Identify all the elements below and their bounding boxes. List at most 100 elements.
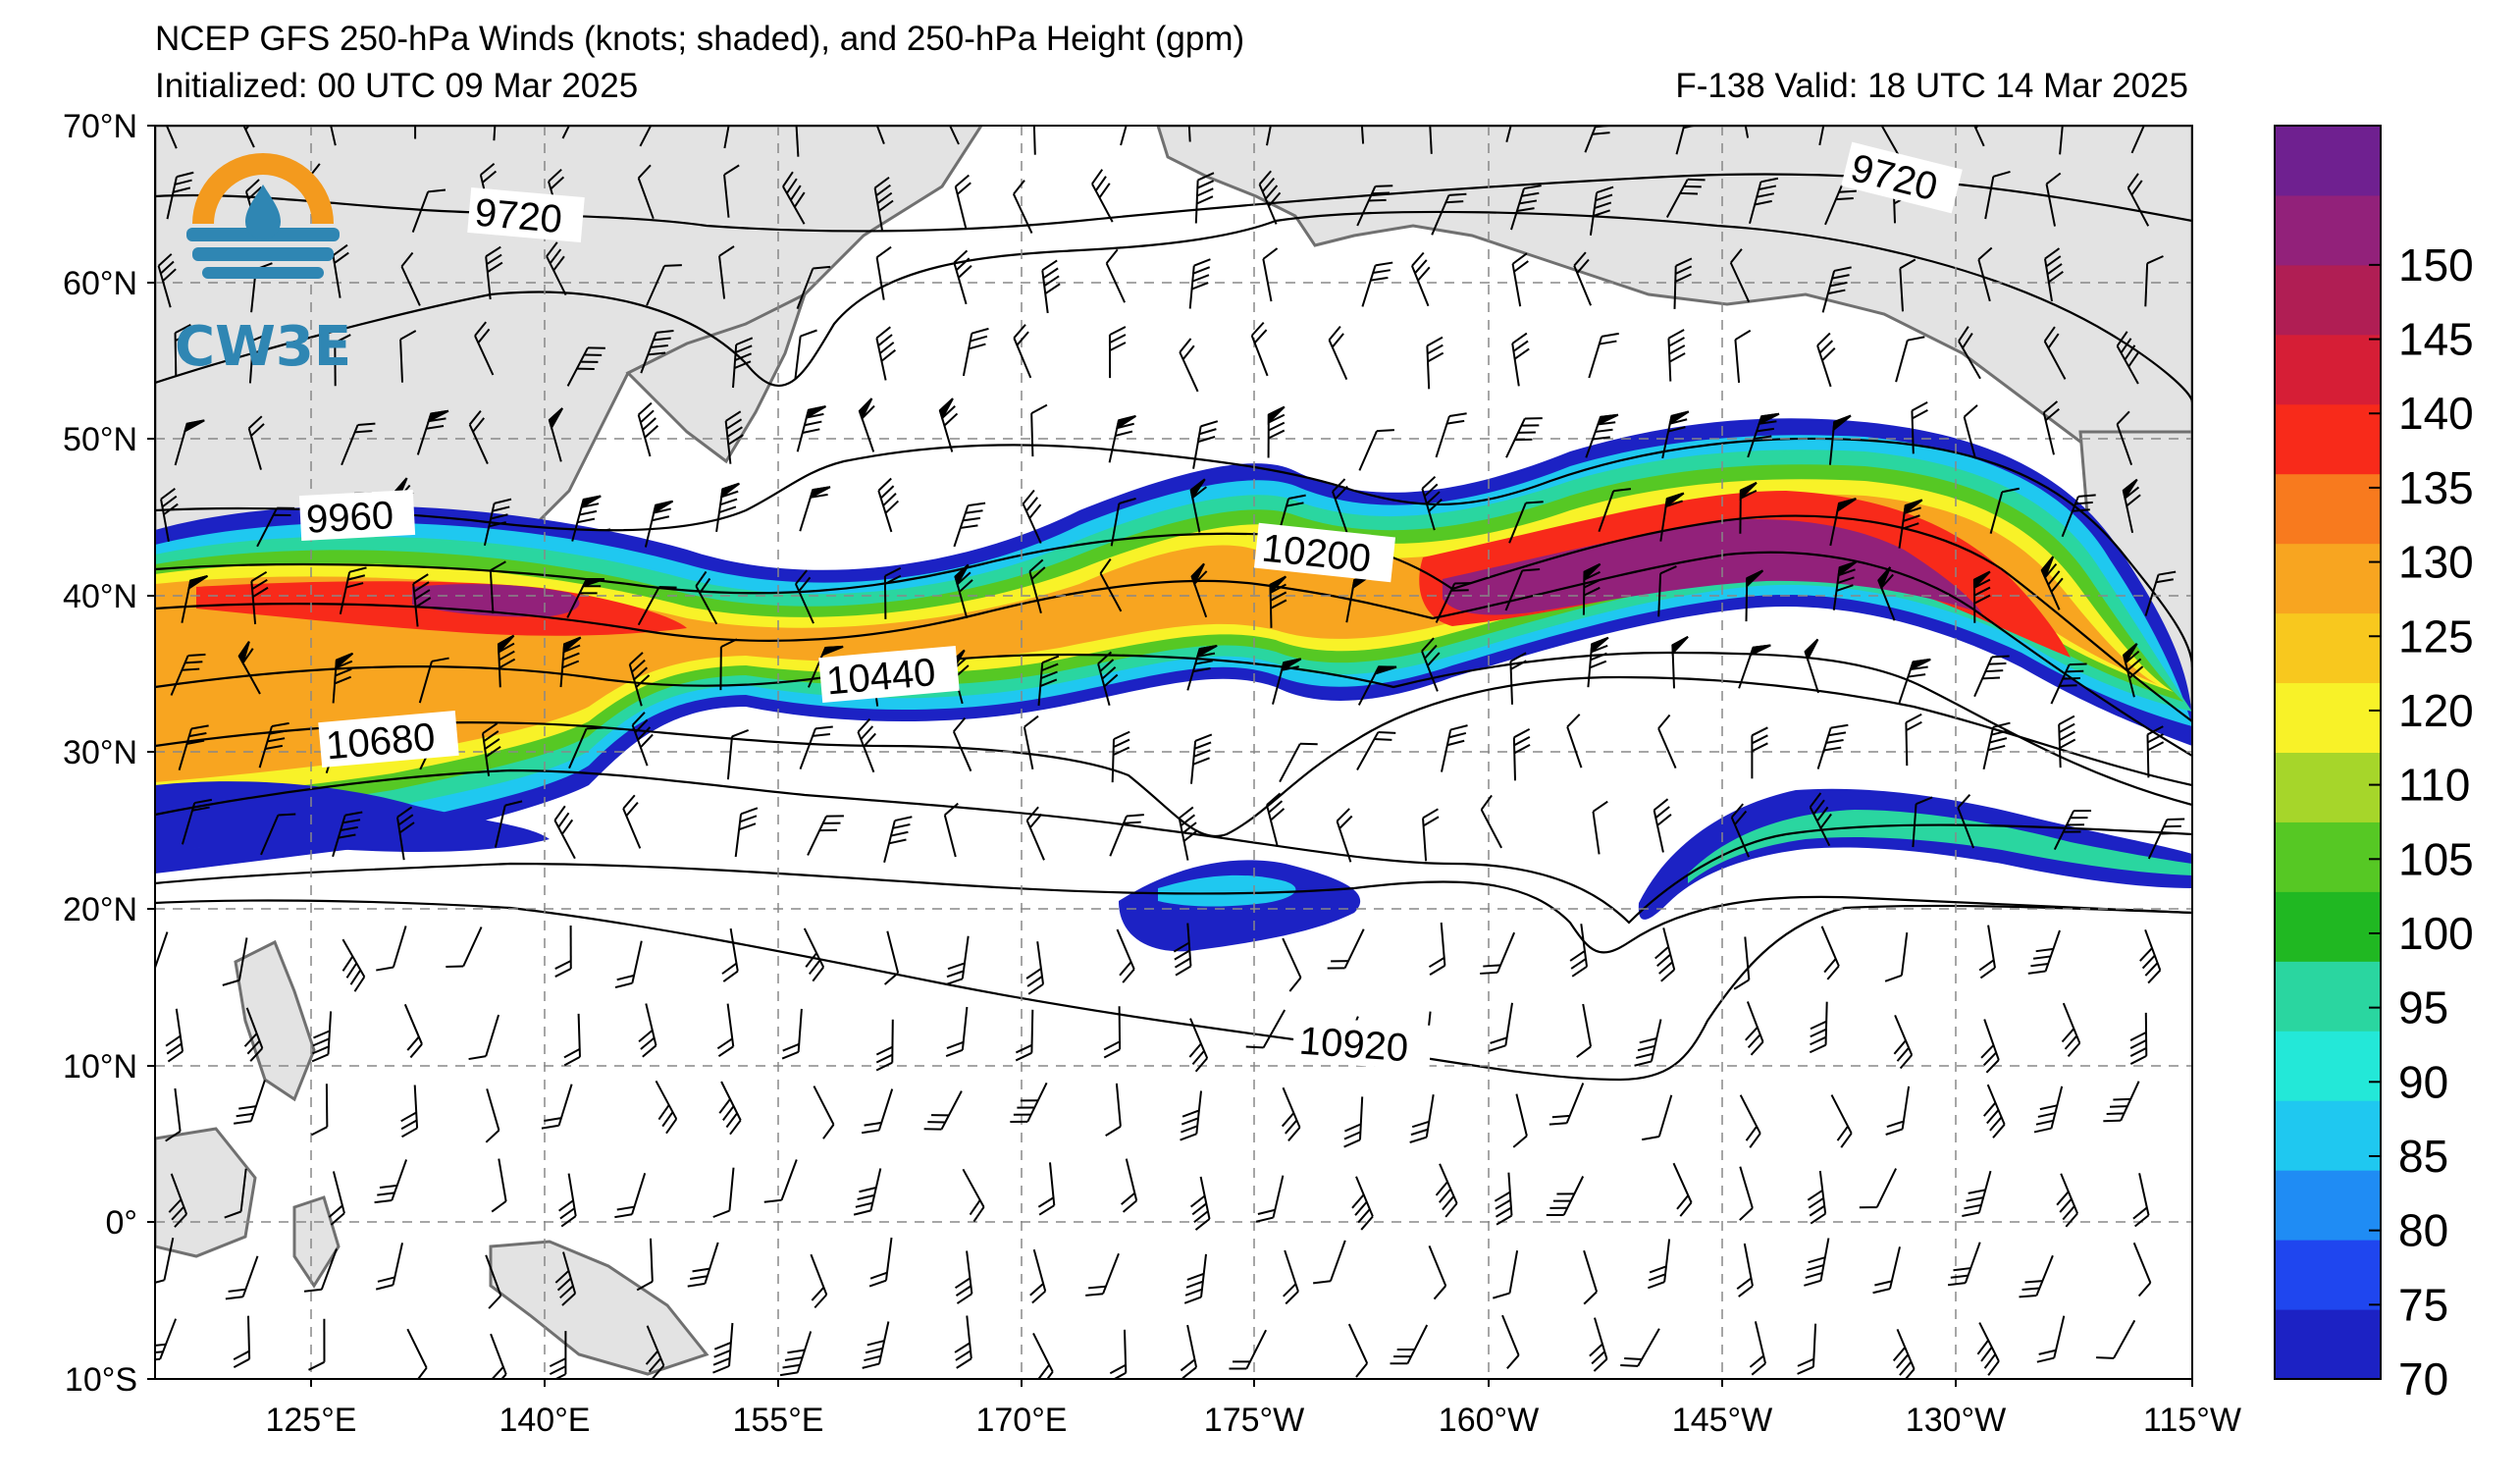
wind-barb: [541, 1084, 573, 1130]
wind-barb: [1111, 730, 1130, 783]
wind-barb: [1739, 481, 1758, 534]
colorbar-tick-label: 145: [2398, 314, 2474, 365]
wind-barb: [1103, 1006, 1122, 1059]
wind-barb: [1661, 410, 1690, 459]
wind-barb: [1671, 635, 1689, 689]
wind-barb: [1657, 714, 1677, 768]
wind-barb: [1336, 808, 1353, 863]
wind-barb: [763, 1159, 798, 1203]
wind-barb: [862, 1321, 890, 1369]
wind-barb: [1673, 257, 1693, 309]
wind-barb: [558, 1173, 577, 1228]
wind-barb: [1480, 931, 1516, 975]
wind-barb: [868, 1237, 893, 1288]
contour-10440: [155, 651, 2192, 807]
wind-barb: [2027, 929, 2061, 975]
wind-barb: [247, 415, 265, 470]
wind-barb: [640, 330, 674, 374]
wind-barb: [1818, 126, 1829, 146]
wind-barb: [2058, 715, 2076, 768]
wind-barb: [1041, 259, 1061, 314]
wind-barb: [1121, 1158, 1138, 1213]
wind-barb: [1265, 792, 1286, 847]
colorbar-tick-label: 85: [2398, 1131, 2448, 1182]
lon-label-145w: 145°W: [1672, 1402, 1772, 1439]
wind-barb: [2061, 1002, 2081, 1057]
wind-barb: [2130, 126, 2151, 154]
wind-barb: [168, 1173, 188, 1228]
wind-barb: [883, 816, 913, 863]
land-sulawesi: [292, 1195, 341, 1289]
colorbar-tick-label: 105: [2398, 833, 2474, 884]
wind-barb: [165, 1087, 182, 1142]
wind-barb: [1510, 185, 1542, 231]
wind-barb: [1958, 326, 1981, 380]
wind-barb: [1351, 1176, 1374, 1231]
wind-barb: [1508, 501, 1544, 544]
wind-barb: [1745, 569, 1764, 622]
wind-barb: [325, 126, 345, 146]
colorbar-swatch: [2275, 891, 2381, 962]
wind-barb: [1267, 405, 1286, 458]
wind-barb: [1989, 487, 2020, 534]
wind-barb: [718, 245, 735, 299]
wind-barb: [258, 721, 289, 768]
wind-barb: [712, 1322, 734, 1374]
wind-barb: [395, 806, 415, 861]
wind-barb: [1734, 329, 1752, 383]
wind-barb: [1804, 1238, 1830, 1287]
wind-barb: [645, 1325, 665, 1379]
contour-label-10680: 10680: [318, 710, 459, 768]
contour-9960: [155, 437, 2192, 668]
wind-barb: [339, 566, 367, 615]
wind-barb: [1180, 1324, 1198, 1379]
wind-barb: [954, 563, 973, 619]
wind-barb: [222, 937, 248, 986]
wind-barb: [1672, 1162, 1693, 1217]
wind-barb: [1173, 923, 1192, 977]
wind-barb: [644, 500, 674, 548]
wind-barb: [799, 486, 831, 532]
wind-barb: [1898, 499, 1923, 549]
wind-barb: [235, 126, 258, 148]
wind-barb: [155, 1318, 178, 1362]
wind-barb: [2126, 173, 2150, 227]
wind-barb: [1025, 806, 1045, 861]
wind-barb: [1108, 414, 1136, 463]
wind-barb: [414, 126, 417, 139]
lat-label-10n: 10°N: [63, 1048, 137, 1086]
wind-barb: [2144, 255, 2164, 307]
colorbar-tick-label: 120: [2398, 685, 2474, 736]
wind-barb: [2056, 1173, 2078, 1228]
wind-barb: [1190, 562, 1208, 618]
wind-barb: [1332, 478, 1348, 533]
wind-barb: [718, 1081, 742, 1136]
lon-label-125e: 125°E: [265, 1402, 356, 1439]
wind-barb: [1192, 420, 1219, 469]
wind-barb: [1431, 192, 1467, 236]
colorbar-frame: [2274, 125, 2382, 1380]
wind-barb: [1654, 927, 1676, 982]
wind-barb: [1313, 1240, 1346, 1285]
colorbar-swatch: [2275, 1031, 2381, 1101]
wind-barb: [1511, 252, 1529, 307]
wind-barb: [418, 657, 449, 704]
wind-barb: [1116, 928, 1135, 983]
wind-barb: [1266, 126, 1277, 146]
wind-barb: [332, 243, 349, 298]
colorbar-swatch: [2275, 821, 2381, 892]
lon-label-130w: 130°W: [1906, 1402, 2006, 1439]
wind-barb: [2059, 126, 2066, 155]
wind-barb: [303, 1248, 338, 1293]
colorbar-tick-label: 110: [2398, 760, 2470, 811]
contour-10800: [155, 862, 2192, 954]
wind-barb: [1587, 636, 1609, 688]
wind-barb: [794, 126, 800, 157]
contour-label-10200: 10200: [1253, 522, 1396, 583]
wind-barb: [1409, 1094, 1435, 1143]
wind-barb: [952, 716, 972, 772]
logo-wave-3: [202, 267, 324, 279]
wind-barb: [563, 1013, 581, 1067]
wind-barb: [883, 930, 900, 985]
wind-barb: [721, 927, 739, 982]
